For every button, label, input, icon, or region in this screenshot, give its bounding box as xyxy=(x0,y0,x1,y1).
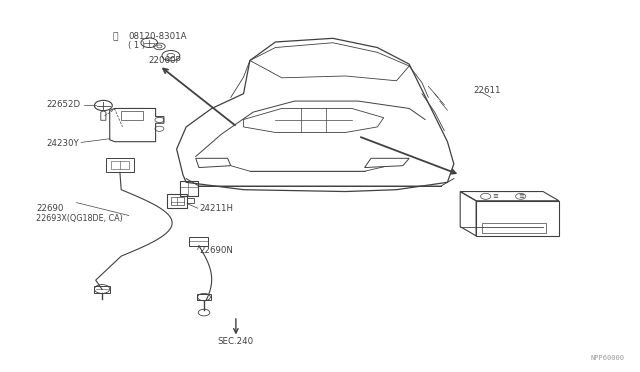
Text: 22611: 22611 xyxy=(473,86,500,94)
Text: 22693X(QG18DE, CA): 22693X(QG18DE, CA) xyxy=(36,214,123,223)
Text: Ⓑ: Ⓑ xyxy=(113,32,118,41)
Text: 22060P: 22060P xyxy=(148,56,180,65)
Text: 22690N: 22690N xyxy=(199,246,233,255)
Text: ( 1 ): ( 1 ) xyxy=(127,41,145,50)
Text: 22652D: 22652D xyxy=(46,100,80,109)
Text: 08120-8301A: 08120-8301A xyxy=(129,32,188,41)
Text: 24211H: 24211H xyxy=(199,204,233,214)
Text: ≡: ≡ xyxy=(518,193,524,199)
Text: ≡: ≡ xyxy=(492,193,498,199)
Text: SEC.240: SEC.240 xyxy=(218,337,254,346)
Text: 22690: 22690 xyxy=(36,203,64,213)
Text: NPP60000: NPP60000 xyxy=(591,355,625,361)
Text: 24230Y: 24230Y xyxy=(46,139,79,148)
